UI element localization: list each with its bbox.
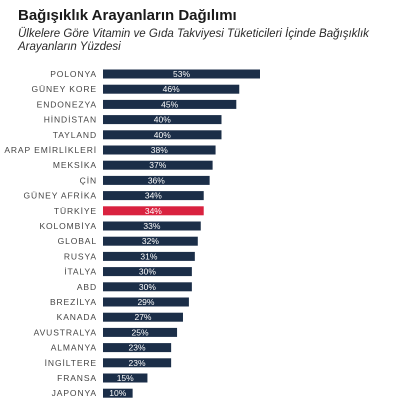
bar <box>103 251 195 261</box>
value-label: 34% <box>145 191 162 201</box>
value-label: 36% <box>148 175 165 185</box>
value-label: 45% <box>161 99 178 109</box>
value-label: 53% <box>173 69 190 79</box>
value-label: 23% <box>129 358 146 368</box>
value-label: 15% <box>117 373 134 383</box>
bar <box>103 236 198 246</box>
value-label: 32% <box>142 236 159 246</box>
bar <box>103 221 201 231</box>
bar <box>103 282 192 292</box>
value-label: 46% <box>163 84 180 94</box>
value-label: 23% <box>129 343 146 353</box>
value-label: 37% <box>149 160 166 170</box>
category-label: İNGİLTERE <box>45 358 97 368</box>
category-label: RUSYA <box>64 251 97 261</box>
bar-highlight <box>103 206 204 216</box>
category-label: TAYLAND <box>53 130 97 140</box>
bar <box>103 191 204 201</box>
bars-group: POLONYA 53% GÜNEY KORE 46% ENDONEZYA 45% HİNDİ… <box>4 69 260 398</box>
bar <box>103 175 210 185</box>
bar <box>103 115 222 125</box>
bar <box>103 69 260 79</box>
category-label: GÜNEY KORE <box>31 84 97 94</box>
category-label: ALMANYA <box>51 343 97 353</box>
value-label: 30% <box>139 267 156 277</box>
bar <box>103 388 133 398</box>
bar <box>103 343 172 353</box>
category-label: POLONYA <box>50 69 97 79</box>
chart-title: Bağışıklık Arayanların Dağılımı <box>18 7 237 24</box>
bar <box>103 327 178 337</box>
value-label: 40% <box>154 115 171 125</box>
value-label: 33% <box>143 221 160 231</box>
value-label: 31% <box>140 251 157 261</box>
bar <box>103 84 240 94</box>
category-label: ENDONEZYA <box>37 99 97 109</box>
value-label: 40% <box>154 130 171 140</box>
category-label: GLOBAL <box>58 236 97 246</box>
bar <box>103 373 148 383</box>
chart-subtitle: Ülkelere Göre Vitamin ve Gıda Takviyesi … <box>18 28 369 53</box>
bar <box>103 312 183 322</box>
value-label: 25% <box>132 327 149 337</box>
bar <box>103 297 189 307</box>
category-label: ÇİN <box>80 175 97 185</box>
bar <box>103 130 222 140</box>
value-label: 27% <box>134 312 151 322</box>
bar <box>103 267 192 277</box>
bar <box>103 160 213 170</box>
category-label: KOLOMBİYA <box>39 221 97 231</box>
category-label: BREZİLYA <box>50 297 97 307</box>
category-label: AVUSTRALYA <box>34 327 97 337</box>
category-label: GÜNEY AFRİKA <box>24 191 97 201</box>
category-label: HİNDİSTAN <box>44 115 97 125</box>
value-label: 10% <box>109 388 126 398</box>
value-label: 29% <box>137 297 154 307</box>
category-label: FRANSA <box>57 373 97 383</box>
category-label: ABD <box>77 282 97 292</box>
category-label: TÜRKİYE <box>54 206 97 216</box>
value-label: 30% <box>139 282 156 292</box>
bar <box>103 145 216 155</box>
category-label: ARAP EMİRLİKLERİ <box>4 145 97 155</box>
value-label: 38% <box>151 145 168 155</box>
bar <box>103 99 237 109</box>
value-label: 34% <box>145 206 162 216</box>
category-label: KANADA <box>57 312 97 322</box>
bar <box>103 358 172 368</box>
category-label: JAPONYA <box>52 388 97 398</box>
category-label: MEKSİKA <box>53 160 97 170</box>
category-label: İTALYA <box>64 267 97 277</box>
